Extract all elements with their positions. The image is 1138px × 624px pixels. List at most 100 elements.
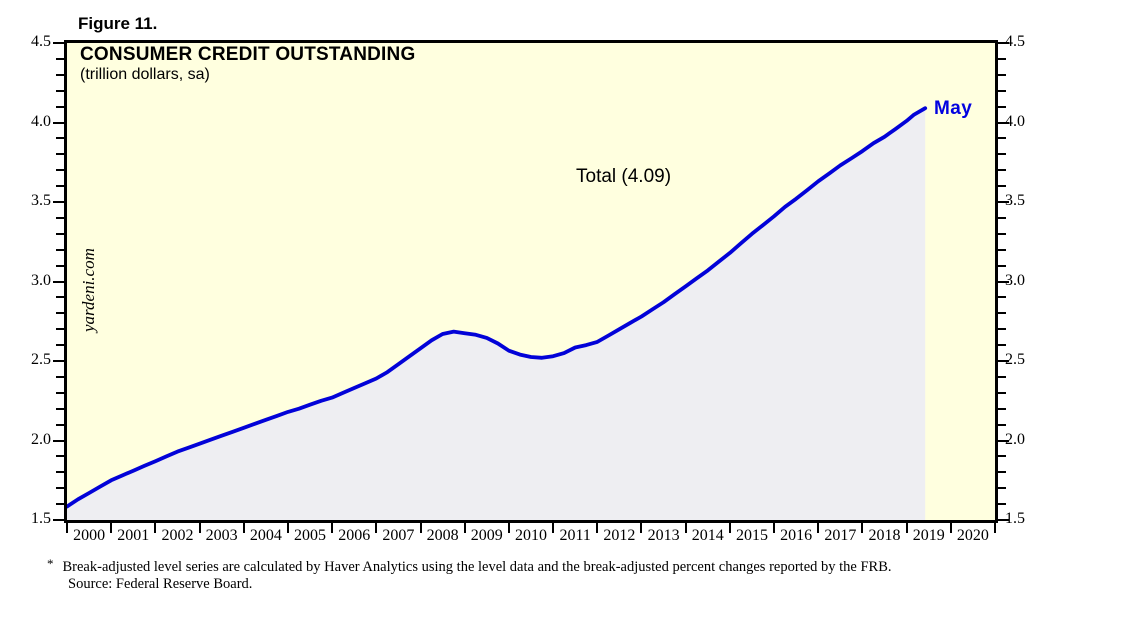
x-axis-tick [463,523,466,533]
y-axis-tick-left [56,57,64,60]
y-axis-tick-left [56,503,64,506]
y-axis-tick-right [998,169,1006,172]
y-axis-tick-right [998,471,1006,474]
y-axis-tick-right [998,248,1006,251]
y-axis-tick-right [998,42,1009,44]
y-axis-tick-left [56,216,64,219]
y-axis-tick-left [53,360,64,362]
x-axis-tick [861,523,864,533]
x-axis-label: 2015 [735,527,768,544]
x-axis-tick [242,523,245,533]
y-axis-tick-left [53,121,64,124]
y-axis-tick-right [998,296,1006,299]
x-axis-tick [817,523,820,533]
y-axis-tick-left [56,407,64,410]
y-axis-tick-right [998,503,1006,506]
x-axis-label: 2005 [294,527,327,544]
x-axis-tick [286,523,289,533]
y-axis-label-right: 1.5 [1005,510,1025,527]
y-axis-tick-right [998,232,1006,235]
y-axis-label-right: 4.0 [1005,112,1025,130]
x-axis-label: 2010 [515,527,547,544]
x-axis-label: 2019 [912,527,945,544]
y-axis-tick-right [998,455,1006,458]
y-axis-tick-left [56,487,64,490]
series-annotation: Total (4.09) [576,166,672,187]
footnote-text: Break-adjusted level series are calculat… [62,559,892,575]
x-axis-tick [684,523,687,533]
y-axis-tick-left [56,264,64,267]
y-axis-tick-right [998,73,1006,76]
y-axis-tick-right [998,137,1006,140]
y-axis-label-left: 4.0 [31,112,51,130]
x-axis-tick [949,523,952,533]
y-axis-tick-right [998,105,1006,108]
y-axis-tick-left [56,232,64,235]
y-axis-tick-left [56,73,64,76]
y-axis-tick-left [56,328,64,331]
x-axis-tick [552,523,555,533]
y-axis-tick-right [998,519,1009,521]
y-axis-tick-right [998,89,1006,92]
y-axis-tick-left [56,89,64,92]
y-axis-tick-left [53,280,64,283]
figure-label: Figure 11. [78,14,158,33]
y-axis-tick-right [998,185,1006,188]
last-point-label: May [934,98,973,119]
x-axis-tick [331,523,334,533]
y-axis-tick-right [998,153,1006,156]
x-axis-label: 2018 [868,527,901,544]
x-axis-label: 2012 [603,527,636,544]
y-axis-tick-left [53,439,64,442]
y-axis-tick-left [56,312,64,315]
footnote-line: * Break-adjusted level series are calcula… [47,556,892,576]
y-axis-label-left: 4.5 [31,33,51,50]
y-axis-tick-left [56,185,64,188]
y-axis-tick-right [998,280,1009,283]
y-axis-tick-left [56,471,64,474]
x-axis-label: 2020 [956,527,989,544]
x-axis-label: 2008 [426,527,459,544]
line-chart-canvas [67,106,928,520]
y-axis-tick-right [998,391,1006,394]
y-axis-tick-right [998,407,1006,410]
y-axis-label-right: 2.0 [1005,430,1025,448]
x-axis-tick [507,523,510,533]
x-axis-label: 2007 [382,527,415,544]
x-axis-tick [905,523,908,533]
y-axis-tick-left [56,248,64,251]
y-axis-label-left: 2.0 [31,430,51,448]
y-axis-tick-left [56,169,64,172]
x-axis-tick [994,523,996,533]
y-axis-tick-right [998,360,1009,362]
x-axis-tick [596,523,599,533]
x-axis-tick [773,523,776,533]
y-axis-tick-right [998,487,1006,490]
footnote-asterisk: * [47,556,54,571]
x-axis-label: 2003 [205,527,238,544]
y-axis-tick-right [998,375,1006,378]
y-axis-tick-right [998,201,1009,203]
y-axis-tick-left [53,519,64,521]
x-axis-label: 2009 [470,527,503,544]
x-axis-tick [154,523,157,533]
y-axis-tick-left [56,153,64,156]
y-axis-tick-left [56,344,64,347]
y-axis-tick-left [56,296,64,299]
x-axis-label: 2001 [117,527,150,544]
y-axis-label-left: 2.5 [31,351,51,368]
x-axis-tick [640,523,643,533]
y-axis-tick-right [998,264,1006,267]
y-axis-tick-left [56,137,64,140]
x-axis-tick [728,523,731,533]
total-line [67,106,928,509]
y-axis-tick-right [998,344,1006,347]
y-axis-label-left: 3.5 [31,192,51,209]
y-axis-label-right: 4.5 [1005,33,1025,50]
y-axis-label-right: 2.5 [1005,351,1025,368]
x-axis-tick [66,523,68,533]
x-axis-tick [110,523,113,533]
y-axis-label-right: 3.0 [1005,271,1025,289]
y-axis-label-left: 3.0 [31,271,51,289]
